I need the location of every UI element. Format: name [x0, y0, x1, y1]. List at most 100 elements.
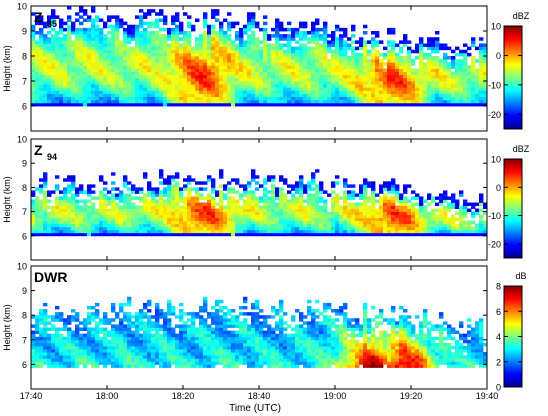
heatmap-cell: [443, 56, 448, 60]
heatmap-cell: [39, 81, 44, 85]
heatmap-cell: [355, 220, 360, 225]
heatmap-cell: [483, 87, 488, 91]
heatmap-cell: [83, 232, 88, 237]
heatmap-cell: [455, 226, 460, 231]
heatmap-cell: [83, 226, 88, 231]
heatmap-cell: [51, 49, 56, 54]
heatmap-cell: [75, 37, 80, 41]
heatmap-cell: [375, 43, 380, 48]
heatmap-cell: [459, 232, 464, 237]
heatmap-cell: [255, 49, 260, 54]
heatmap-cell: [463, 84, 468, 88]
heatmap-cell: [391, 84, 396, 88]
heatmap-cell: [351, 90, 356, 94]
heatmap-cell: [363, 65, 368, 69]
heatmap-cell: [195, 190, 200, 194]
heatmap-cell: [323, 205, 328, 209]
heatmap-cell: [51, 74, 56, 79]
heatmap-cell: [111, 196, 116, 200]
heatmap-cell: [171, 18, 176, 23]
heatmap-cell: [339, 56, 344, 60]
heatmap-cell: [111, 358, 116, 362]
heatmap-cell: [103, 52, 108, 57]
heatmap-cell: [187, 178, 192, 182]
heatmap-cell: [39, 355, 44, 359]
heatmap-cell: [459, 217, 464, 222]
heatmap-cell: [91, 74, 96, 79]
heatmap-cell: [87, 77, 92, 82]
heatmap-cell: [203, 34, 208, 38]
heatmap-cell: [275, 223, 280, 228]
heatmap-cell: [315, 223, 320, 228]
heatmap-cell: [363, 190, 368, 194]
heatmap-cell: [75, 193, 80, 197]
heatmap-cell: [295, 220, 300, 225]
heatmap-cell: [135, 321, 140, 325]
heatmap-cell: [147, 318, 152, 322]
heatmap-cell: [167, 77, 172, 82]
heatmap-cell: [123, 99, 128, 104]
heatmap-cell: [143, 77, 148, 82]
heatmap-cell: [119, 46, 124, 51]
heatmap-cell: [143, 40, 148, 44]
heatmap-cell: [99, 175, 104, 179]
heatmap-cell: [55, 364, 60, 368]
heatmap-cell: [343, 102, 348, 107]
heatmap-cell: [131, 62, 136, 66]
heatmap-cell: [307, 187, 312, 191]
heatmap-cell: [127, 358, 132, 362]
heatmap-cell: [395, 196, 400, 200]
heatmap-cell: [327, 77, 332, 82]
heatmap-cell: [87, 305, 92, 310]
heatmap-cell: [255, 217, 260, 222]
heatmap-cell: [203, 18, 208, 23]
heatmap-cell: [159, 84, 164, 88]
heatmap-cell: [447, 46, 452, 51]
heatmap-cell: [115, 336, 120, 341]
heatmap-cell: [439, 74, 444, 79]
heatmap-cell: [239, 229, 244, 234]
heatmap-cell: [283, 211, 288, 216]
heatmap-cell: [79, 40, 84, 44]
heatmap-cell: [187, 205, 192, 209]
heatmap-cell: [475, 208, 480, 212]
heatmap-cell: [235, 208, 240, 212]
heatmap-cell: [63, 62, 68, 66]
heatmap-cell: [187, 65, 192, 69]
heatmap-cell: [63, 211, 68, 216]
y-tick-label: 6: [22, 102, 27, 112]
heatmap-cell: [191, 214, 196, 219]
heatmap-cell: [75, 65, 80, 69]
heatmap-cell: [151, 364, 156, 368]
heatmap-cell: [155, 199, 160, 203]
heatmap-cell: [235, 71, 240, 76]
heatmap-cell: [171, 190, 176, 194]
heatmap-cell: [119, 208, 124, 212]
heatmap-cell: [459, 87, 464, 91]
heatmap-cell: [39, 330, 44, 335]
heatmap-cell: [403, 214, 408, 219]
heatmap-cell: [175, 211, 180, 216]
heatmap-cell: [31, 81, 36, 85]
heatmap-cell: [79, 220, 84, 225]
heatmap-cell: [351, 205, 356, 209]
heatmap-cell: [203, 220, 208, 225]
heatmap-cell: [215, 220, 220, 225]
heatmap-cell: [175, 62, 180, 66]
heatmap-cell: [91, 330, 96, 335]
heatmap-cell: [99, 59, 104, 63]
heatmap-cell: [119, 59, 124, 63]
panel-label: Z: [34, 9, 43, 25]
heatmap-cell: [247, 65, 252, 69]
heatmap-cell: [187, 226, 192, 231]
heatmap-cell: [263, 193, 268, 197]
heatmap-cell: [311, 226, 316, 231]
heatmap-cell: [167, 181, 172, 185]
heatmap-cell: [143, 232, 148, 237]
heatmap-cell: [119, 345, 124, 350]
heatmap-cell: [207, 56, 212, 60]
heatmap-cell: [171, 59, 176, 63]
heatmap-cell: [323, 214, 328, 219]
heatmap-cell: [47, 214, 52, 219]
heatmap-cell: [307, 87, 312, 91]
